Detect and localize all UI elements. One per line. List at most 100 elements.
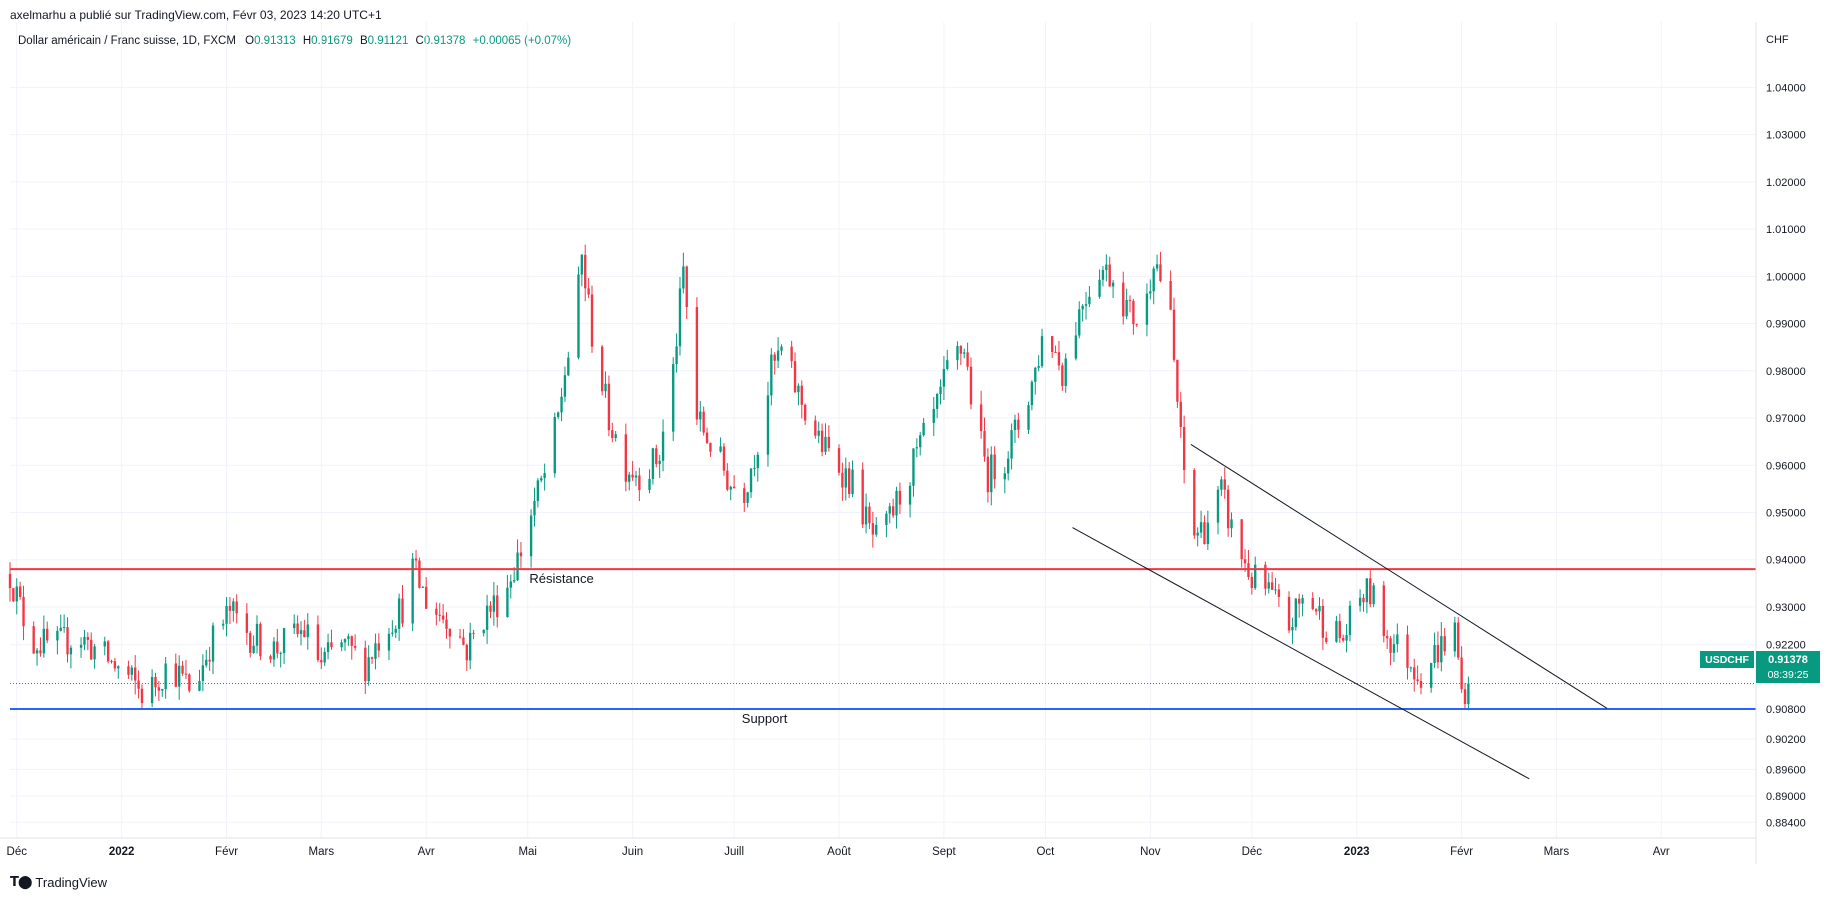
candle-body [458,636,462,638]
candle-body [1318,605,1321,612]
candle-body [611,430,614,438]
candle-body [1419,680,1423,688]
symbol-legend: Dollar américain / Franc suisse, 1D, FXC… [18,35,571,47]
price-tag: USDCHF 0.91378 08:39:25 [1700,651,1820,683]
price-tick-label: 0.95000 [1766,507,1806,519]
candle-body [1040,336,1044,367]
price-tick-label: 0.94000 [1766,555,1806,567]
candle-body [963,352,966,354]
candle-body [631,474,634,478]
candle-body [729,486,732,490]
candle-body [316,624,320,661]
candle-body [651,448,655,479]
candle-body [1108,264,1111,287]
time-tick-label: 2023 [1344,846,1370,858]
candle-body [306,624,309,638]
candle-body [1277,589,1281,597]
candle-body [252,645,255,653]
time-axis[interactable]: Déc 2022 Févr Mars Avr Mai Juin Juill Août Sept Oc… [0,837,1756,858]
candle-body [540,478,543,481]
time-tick-label: Août [827,846,851,858]
candle-body [39,650,42,654]
price-tag-price: 0.91378 [1768,654,1808,666]
candle-body [803,404,807,421]
candle-body [766,395,770,455]
price-tick-label: 0.90800 [1766,704,1806,716]
candle-body [695,307,699,420]
candle-body [1081,305,1084,310]
candle-body [323,651,326,663]
candle-body [908,485,912,505]
candle-body [1203,522,1206,545]
candle-body [827,436,831,449]
candle-body [709,442,712,452]
candle-body [272,641,276,660]
candle-body [445,619,448,629]
candle-body [90,639,93,660]
candle-body [969,366,973,405]
candle-body [1084,304,1088,306]
price-tick-label: 0.89600 [1766,764,1806,776]
candle-body [1264,564,1267,589]
candle-body [590,294,594,347]
candle-body [732,486,736,489]
candle-body [1321,605,1325,638]
candle-body [847,468,851,494]
candle-body [472,632,475,634]
candle-body [367,657,370,682]
price-tick-label: 1.04000 [1766,82,1806,94]
price-axis[interactable]: 1.04000 1.03000 1.02000 1.01000 1.00000 0.990… [1755,22,1806,864]
candle-body [1369,578,1372,605]
candle-body [15,586,18,602]
candle-body [364,647,367,682]
candle-body [1389,638,1392,653]
candle-body [868,506,871,524]
candle-body [489,605,492,612]
candle-body [533,500,536,516]
candle-body [387,633,391,651]
candle-body [1007,458,1010,474]
candle-body [259,623,262,657]
candle-body [1155,264,1159,269]
candle-body [353,645,357,648]
brand-name: TradingView [35,874,107,890]
candle-body [986,456,990,493]
candle-body [1298,598,1301,604]
candle-body [391,632,394,634]
candle-body [1074,335,1078,359]
candle-body [1132,300,1135,325]
candle-body [512,580,516,582]
candle-body [414,558,418,561]
candle-body [1345,635,1348,641]
candle-body [1057,352,1061,366]
candle-body [350,636,353,646]
time-tick-label: Déc [7,846,28,858]
candle-body [1294,598,1297,628]
legend-change: +0.00065 (+0.07%) [472,35,572,47]
candle-body [438,614,441,616]
candle-body [1314,609,1318,612]
candle-body [1172,309,1176,360]
candle-body [1135,324,1138,326]
candle-body [726,470,729,490]
candle-body [1193,470,1196,536]
candle-body [113,661,117,669]
candle-body [837,448,841,473]
candle-body [1406,634,1409,668]
candle-body [861,469,864,525]
legend-low-value: 0.91121 [367,35,409,47]
price-tag-symbol: USDCHF [1705,654,1749,666]
candle-body [59,627,62,631]
candle-body [776,350,780,361]
candle-body [1460,657,1463,690]
time-tick-label: Juin [622,846,643,858]
candle-body [279,653,282,655]
time-tick-label: Sept [932,846,956,858]
candle-body [79,644,83,648]
candle-body [276,641,279,654]
candle-body [1392,644,1396,653]
candle-body [628,474,631,482]
candle-body [221,623,225,626]
candle-body [1196,532,1199,536]
